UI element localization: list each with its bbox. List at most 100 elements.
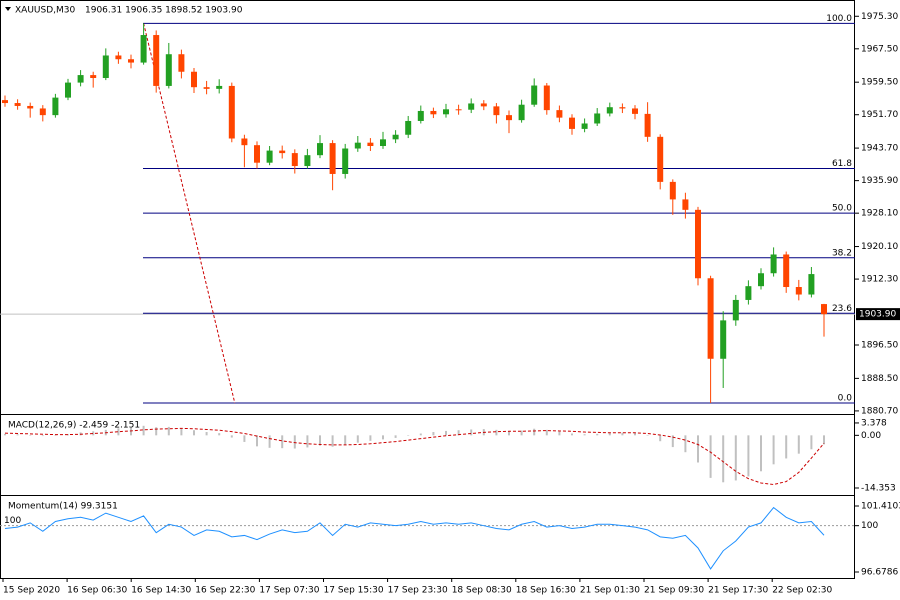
y-tick-label: 1935.90 [861, 176, 898, 186]
macd-bar [432, 432, 435, 436]
macd-bar [54, 435, 57, 436]
candle-body [417, 110, 424, 121]
candle-body [241, 138, 248, 146]
candle-body [480, 103, 487, 107]
y-tick-label: 1959.50 [861, 78, 898, 88]
y-tick-label: 1928.10 [861, 209, 898, 219]
macd-bar [293, 435, 296, 449]
candle-body [745, 286, 752, 300]
candle-body [367, 142, 374, 147]
candle-body [329, 143, 336, 174]
macd-bar [722, 435, 725, 483]
candle-body [455, 109, 462, 111]
candle-body [543, 85, 550, 111]
candle-body [342, 148, 349, 174]
x-tick-label: 18 Sep 16:30 [516, 586, 576, 596]
candle-body [443, 109, 449, 115]
y-tick-label: 1912.30 [861, 275, 898, 285]
candle-body [669, 181, 676, 200]
macd-bar [356, 435, 359, 443]
candle-body [14, 103, 21, 106]
candle-body [380, 139, 386, 147]
macd-bar [306, 435, 309, 448]
macd-bar [634, 433, 636, 436]
macd-bar [142, 425, 145, 436]
symbol: XAUUSD,M30 [15, 6, 75, 16]
candle-body [619, 107, 626, 109]
fib-label: 50.0 [832, 204, 852, 214]
macd-bar [571, 433, 573, 436]
macd-bar [167, 426, 170, 436]
x-tick-label: 16 Sep 22:30 [195, 586, 255, 596]
macd-bar [520, 430, 523, 436]
menu-arrow [5, 7, 11, 11]
x-tick-label: 18 Sep 08:30 [452, 586, 512, 596]
candle-body [644, 113, 651, 137]
candle-body [27, 105, 34, 109]
x-tick-label: 17 Sep 15:30 [324, 586, 384, 596]
candle-body [128, 59, 134, 63]
candle-body [291, 153, 298, 167]
candle-body [39, 108, 46, 116]
candle-body [682, 199, 689, 210]
macd-bar [508, 430, 510, 436]
y-tick-label: 96.6786 [861, 568, 898, 578]
macd-bar [747, 435, 750, 477]
x-tick-label: 17 Sep 07:30 [259, 586, 319, 596]
macd-bar [117, 428, 120, 436]
macd-bar [205, 432, 208, 436]
ohlc: 1906.31 1906.35 1898.52 1903.90 [85, 6, 243, 16]
x-tick-label: 21 Sep 17:30 [708, 586, 768, 596]
candle-body [203, 87, 210, 89]
macd-bar [545, 429, 548, 436]
candle-body [178, 54, 185, 72]
candle-body [228, 85, 235, 139]
macd-bar [230, 435, 233, 438]
frame [0, 0, 855, 579]
macd-bar [684, 435, 687, 453]
candle-body [695, 209, 701, 279]
y-tick-label: 101.4103 [861, 502, 900, 512]
macd-bar [92, 431, 95, 436]
fib-label: 61.8 [832, 159, 852, 169]
x-tick-label: 16 Sep 14:30 [131, 586, 191, 596]
macd-bar [608, 433, 611, 436]
y-tick-label: 1975.30 [861, 12, 898, 22]
macd-bar [646, 435, 649, 436]
candle-body [115, 55, 122, 60]
macd-bar [533, 428, 536, 436]
y-tick-label: 1888.50 [861, 374, 898, 384]
candle-body [153, 35, 160, 86]
candle-body [758, 273, 764, 287]
y-tick-label: 3.378 [861, 418, 887, 428]
x-tick-label: 16 Sep 06:30 [67, 586, 127, 596]
macd-bar [4, 433, 6, 436]
candle-body [52, 97, 59, 116]
candle-body [556, 110, 563, 118]
candle-body [77, 75, 84, 83]
level-label: 100 [4, 516, 21, 526]
candle-body [304, 155, 311, 167]
candle-body [191, 71, 197, 88]
candle-body [821, 304, 827, 315]
macd-bar [772, 435, 775, 465]
macd-bar [130, 427, 132, 436]
macd-bar [734, 435, 737, 481]
macd-bar [331, 435, 334, 447]
candle-body [707, 278, 714, 359]
macd-bar [785, 435, 788, 459]
macd-bar [659, 435, 662, 442]
macd-bar [596, 433, 599, 436]
candle-body [65, 82, 71, 98]
candle-body [468, 103, 475, 110]
candle-body [354, 142, 361, 149]
current-price-label: 1903.90 [859, 310, 896, 320]
macd-bar [760, 435, 762, 472]
fib-label: 23.6 [832, 304, 852, 314]
macd-bar [697, 435, 699, 463]
macd-bar [823, 435, 825, 445]
macd-bar [810, 435, 813, 450]
macd-bar [797, 435, 800, 454]
x-tick-label: 21 Sep 01:30 [580, 586, 640, 596]
